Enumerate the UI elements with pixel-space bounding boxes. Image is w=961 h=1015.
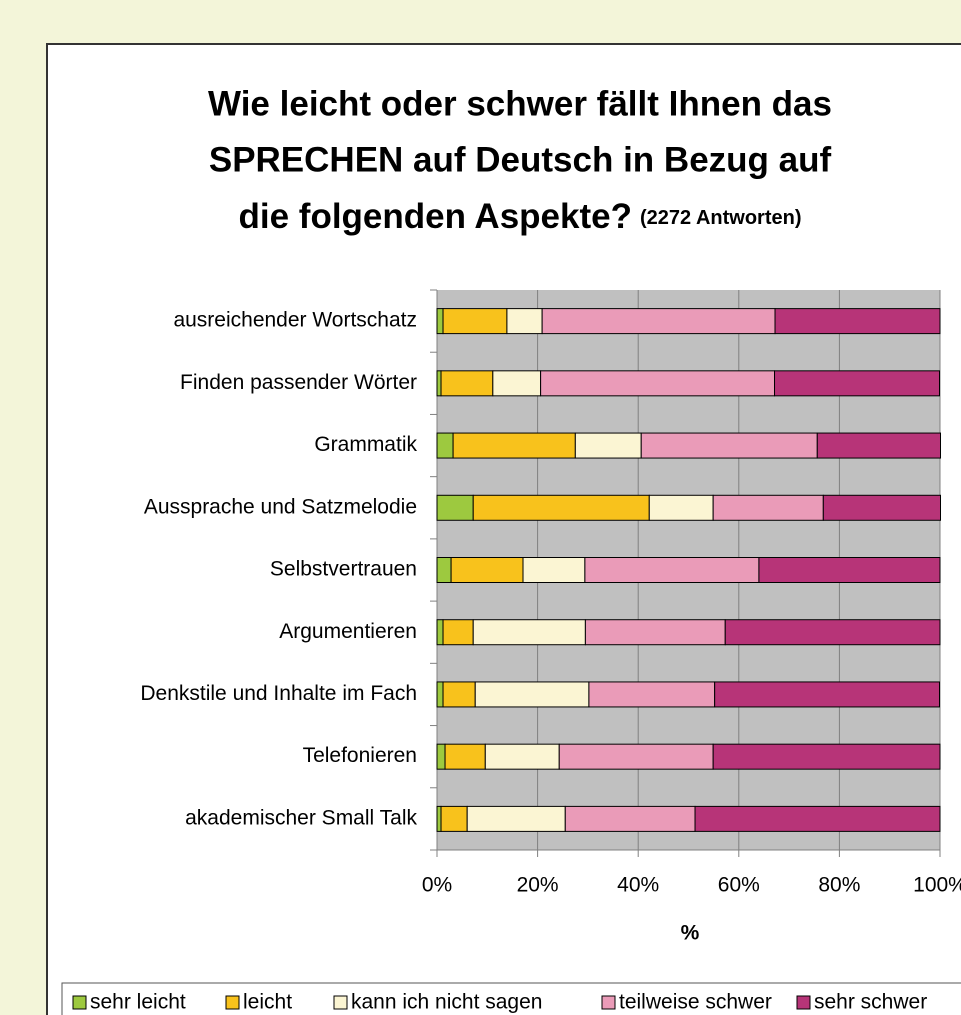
bar-segment — [436, 370, 442, 397]
y-tick-label: Selbstvertrauen — [270, 558, 417, 581]
bar-segment — [472, 494, 650, 521]
bar-segment — [640, 432, 818, 459]
bar-segment — [436, 619, 444, 646]
bar-segment — [484, 743, 560, 770]
bar-segment — [712, 743, 941, 770]
x-tick-label: 40% — [617, 874, 659, 897]
bar-segment — [574, 432, 642, 459]
bar-segment — [436, 308, 444, 335]
bar-segment — [584, 557, 760, 583]
bar-segment — [774, 308, 941, 335]
bar-segment — [436, 743, 446, 770]
chart-title: SPRECHEN auf Deutsch in Bezug auf — [209, 140, 832, 179]
legend-swatch — [333, 995, 348, 1010]
x-axis-label: % — [681, 922, 700, 945]
bar-segment — [492, 370, 542, 397]
bar-segment — [466, 805, 566, 832]
bar-segment — [522, 557, 586, 583]
bar-segment — [442, 308, 508, 335]
y-tick-label: Telefonieren — [303, 744, 417, 767]
legend-box — [61, 982, 961, 1015]
bar-segment — [436, 805, 442, 832]
legend-swatch — [601, 995, 616, 1010]
bar-segment — [440, 805, 468, 832]
bar-segment — [442, 681, 476, 708]
x-tick-label: 80% — [818, 874, 860, 897]
legend-label: teilweise schwer — [619, 991, 772, 1014]
bar-segment — [758, 557, 941, 583]
bar-segment — [442, 619, 474, 646]
bar-segment — [436, 557, 452, 583]
legend-label: sehr leicht — [90, 991, 186, 1014]
bar-segment — [474, 681, 590, 708]
y-tick-label: Argumentieren — [279, 620, 417, 643]
legend-swatch — [72, 995, 87, 1010]
bar-segment — [436, 432, 454, 459]
bar-segment — [558, 743, 714, 770]
legend-label: kann ich nicht sagen — [351, 991, 542, 1014]
bar-segment — [436, 681, 444, 708]
chart-title: die folgenden Aspekte? — [239, 197, 632, 236]
bar-segment — [648, 494, 714, 521]
bar-segment — [588, 681, 716, 708]
bar-segment — [714, 681, 940, 708]
chart-subtitle: (2272 Antworten) — [640, 207, 802, 229]
bar-segment — [774, 370, 940, 397]
bar-segment — [694, 805, 941, 832]
bar-segment — [436, 494, 474, 521]
bar-segment — [564, 805, 696, 832]
y-tick-label: Grammatik — [314, 433, 417, 456]
bar-segment — [450, 557, 524, 583]
bar-segment — [452, 432, 576, 459]
bar-segment — [472, 619, 586, 646]
legend-label: sehr schwer — [814, 991, 927, 1014]
legend-swatch — [225, 995, 240, 1010]
chart-title: Wie leicht oder schwer fällt Ihnen das — [208, 84, 832, 123]
bar-segment — [506, 308, 543, 335]
x-tick-label: 60% — [718, 874, 760, 897]
y-tick-label: ausreichender Wortschatz — [173, 309, 417, 332]
legend-swatch — [796, 995, 811, 1010]
legend-label: leicht — [243, 991, 292, 1014]
x-tick-label: 100% — [913, 874, 961, 897]
bar-segment — [816, 432, 942, 459]
y-tick-label: Denkstile und Inhalte im Fach — [140, 682, 417, 705]
bar-segment — [541, 308, 776, 335]
y-tick-label: akademischer Small Talk — [185, 806, 417, 829]
bar-segment — [440, 370, 494, 397]
bar-segment — [822, 494, 942, 521]
y-tick-label: Finden passender Wörter — [180, 371, 417, 394]
chart-title: die folgenden Aspekte? (2272 Antworten) — [239, 197, 802, 236]
bar-segment — [584, 619, 726, 646]
y-tick-label: Aussprache und Satzmelodie — [144, 495, 417, 518]
x-tick-label: 20% — [517, 874, 559, 897]
bar-segment — [724, 619, 941, 646]
bar-segment — [712, 494, 824, 521]
bar-segment — [540, 370, 776, 397]
bar-segment — [444, 743, 486, 770]
x-tick-label: 0% — [422, 874, 452, 897]
